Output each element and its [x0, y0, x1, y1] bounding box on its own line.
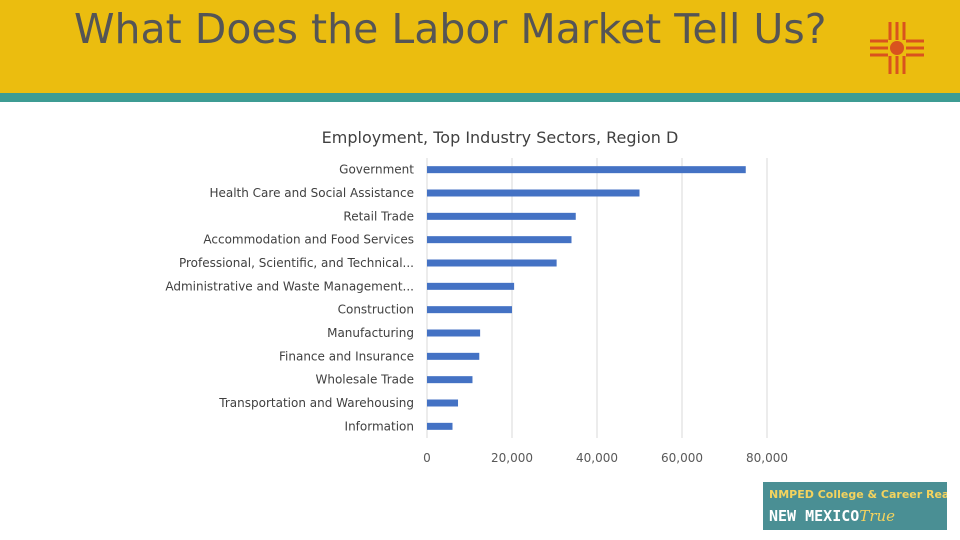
bar — [427, 259, 557, 267]
category-label: Construction — [338, 303, 414, 317]
header-band — [0, 0, 960, 93]
category-label: Accommodation and Food Services — [203, 233, 414, 247]
x-tick-label: 60,000 — [661, 451, 703, 465]
zia-sun-symbol-icon — [870, 22, 924, 74]
category-label: Transportation and Warehousing — [218, 396, 414, 410]
category-label: Retail Trade — [343, 209, 414, 223]
bar — [427, 422, 453, 430]
chart-title: Employment, Top Industry Sectors, Region… — [321, 128, 679, 147]
x-tick-label: 20,000 — [491, 451, 533, 465]
category-label: Administrative and Waste Management... — [165, 279, 414, 293]
bar — [427, 166, 746, 174]
category-label: Health Care and Social Assistance — [209, 186, 414, 200]
bar — [427, 306, 512, 314]
bar — [427, 282, 515, 290]
bar — [427, 212, 576, 220]
badge-brand-true: True — [859, 507, 896, 525]
x-tick-label: 40,000 — [576, 451, 618, 465]
bar — [427, 376, 473, 384]
badge-brand-name: NEW MEXICO — [769, 507, 860, 525]
slide-title: What Does the Labor Market Tell Us? — [74, 5, 827, 53]
badge-brand: NEW MEXICOTrue — [769, 507, 895, 525]
category-label: Manufacturing — [327, 326, 414, 340]
badge-tagline: NMPED College & Career Readiness is — [769, 488, 947, 501]
bar — [427, 329, 481, 337]
bar — [427, 352, 480, 360]
bar — [427, 189, 640, 197]
category-label: Government — [339, 163, 414, 177]
header-rule — [0, 93, 960, 102]
x-tick-label: 80,000 — [746, 451, 788, 465]
x-tick-label: 0 — [423, 451, 431, 465]
bar-chart: 0 20,000 40,000 60,000 80,000 Government Healt… — [165, 158, 788, 465]
bar — [427, 399, 459, 407]
category-label: Professional, Scientific, and Technical.… — [179, 256, 414, 270]
category-label: Finance and Insurance — [279, 349, 414, 363]
bar — [427, 236, 572, 244]
nm-true-badge: NMPED College & Career Readiness is NEW … — [763, 482, 947, 530]
category-label: Information — [345, 419, 414, 433]
category-label: Wholesale Trade — [315, 373, 414, 387]
